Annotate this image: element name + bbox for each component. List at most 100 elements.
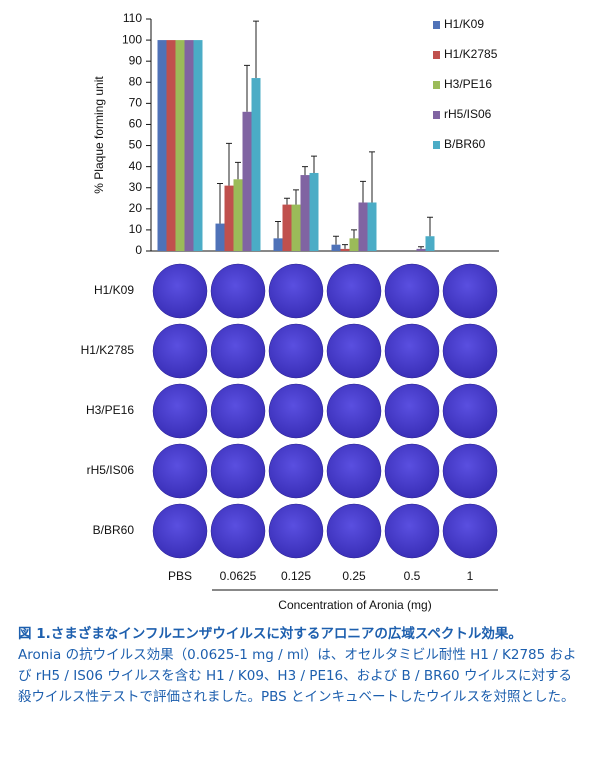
x-tick-label: 1 — [467, 569, 474, 583]
error-bar — [369, 151, 375, 203]
bar — [166, 40, 176, 251]
bar — [175, 40, 185, 251]
bar — [358, 202, 368, 251]
legend-label: H1/K09 — [444, 17, 484, 31]
legend-swatch — [433, 111, 440, 119]
plaque-plate — [152, 443, 208, 499]
plaque-plate — [268, 443, 324, 499]
plaque-plate — [210, 383, 266, 439]
error-bar — [226, 142, 232, 186]
plaque-plate — [442, 443, 498, 499]
error-bar — [217, 183, 223, 224]
plaque-plate — [152, 383, 208, 439]
error-bar — [293, 189, 299, 205]
y-tick-label: 10 — [129, 222, 143, 236]
error-bar — [235, 161, 241, 180]
y-tick-label: 30 — [129, 180, 143, 194]
plaque-plate — [268, 503, 324, 559]
legend-swatch — [433, 51, 440, 59]
row-label: H3/PE16 — [86, 403, 134, 417]
plaque-plate — [268, 263, 324, 319]
plaque-plate — [152, 263, 208, 319]
plaque-plate — [326, 443, 382, 499]
row-label: H1/K09 — [94, 283, 134, 297]
y-tick-label: 100 — [122, 32, 142, 46]
bar — [251, 78, 261, 252]
bar — [157, 40, 167, 251]
legend-swatch — [433, 141, 440, 149]
plaque-plate — [268, 323, 324, 379]
bar — [416, 248, 426, 251]
legend-swatch — [433, 81, 440, 89]
y-tick-label: 60 — [129, 117, 143, 131]
chart: % Plaque forming unit Concentration of A… — [81, 11, 499, 612]
bar — [425, 236, 435, 251]
caption-title: 図 1.さまざまなインフルエンザウイルスに対するアロニアの広域スペクトル効果。 — [18, 626, 522, 642]
y-tick-label: 20 — [129, 201, 143, 215]
x-tick-label: PBS — [168, 569, 192, 583]
bar — [242, 111, 252, 251]
bar — [340, 248, 350, 251]
bar — [273, 238, 283, 251]
plaque-plate — [384, 503, 440, 559]
plaque-plate — [384, 383, 440, 439]
error-bar — [427, 216, 433, 237]
error-bar — [244, 64, 250, 112]
error-bar — [351, 229, 357, 239]
row-label: rH5/IS06 — [87, 463, 135, 477]
y-axis-label: % Plaque forming unit — [92, 76, 106, 194]
legend-label: rH5/IS06 — [444, 107, 492, 121]
bar — [331, 244, 341, 251]
bar — [291, 204, 301, 251]
plaque-plate — [384, 443, 440, 499]
bar — [367, 202, 377, 251]
y-tick-label: 40 — [129, 159, 143, 173]
error-bar — [284, 197, 290, 205]
error-bar — [342, 244, 348, 249]
plaque-plate — [210, 263, 266, 319]
caption-body: Aronia の抗ウイルス効果（0.0625-1 mg / ml）は、オセルタミ… — [18, 647, 577, 705]
plaque-plate — [384, 323, 440, 379]
y-tick-label: 90 — [129, 53, 143, 67]
x-tick-label: 0.25 — [342, 569, 366, 583]
plaque-plate — [152, 503, 208, 559]
plaque-plate — [442, 263, 498, 319]
plaque-plate — [268, 383, 324, 439]
y-tick-label: 70 — [129, 96, 143, 110]
plaque-plate — [326, 323, 382, 379]
error-bar — [360, 180, 366, 203]
y-tick-label: 50 — [129, 138, 143, 152]
plaque-plate — [210, 443, 266, 499]
bar — [300, 175, 310, 251]
error-bar — [311, 155, 317, 173]
plaque-plate — [326, 383, 382, 439]
bar — [224, 185, 234, 251]
bar — [184, 40, 194, 251]
error-bar — [275, 220, 281, 239]
bar — [282, 204, 292, 251]
caption: 図 1.さまざまなインフルエンザウイルスに対するアロニアの広域スペクトル効果。 … — [18, 624, 583, 708]
x-axis-label: Concentration of Aronia (mg) — [278, 598, 431, 612]
plaque-plate — [210, 323, 266, 379]
error-bar — [333, 235, 339, 245]
legend-swatch — [433, 21, 440, 29]
bar — [215, 223, 225, 251]
x-tick-label: 0.5 — [404, 569, 421, 583]
error-bar — [418, 246, 424, 249]
plaque-plate — [442, 323, 498, 379]
bar — [349, 238, 359, 251]
plaque-plate — [152, 323, 208, 379]
row-label: H1/K2785 — [81, 343, 135, 357]
y-tick-label: 0 — [135, 243, 142, 257]
plaque-plate — [326, 263, 382, 319]
plaque-plate — [442, 503, 498, 559]
legend-label: H1/K2785 — [444, 47, 498, 61]
error-bar — [302, 166, 308, 176]
x-tick-label: 0.125 — [281, 569, 311, 583]
bar — [193, 40, 203, 251]
plaque-plate — [384, 263, 440, 319]
y-tick-label: 110 — [123, 11, 142, 25]
legend-label: H3/PE16 — [444, 77, 492, 91]
x-tick-label: 0.0625 — [220, 569, 257, 583]
